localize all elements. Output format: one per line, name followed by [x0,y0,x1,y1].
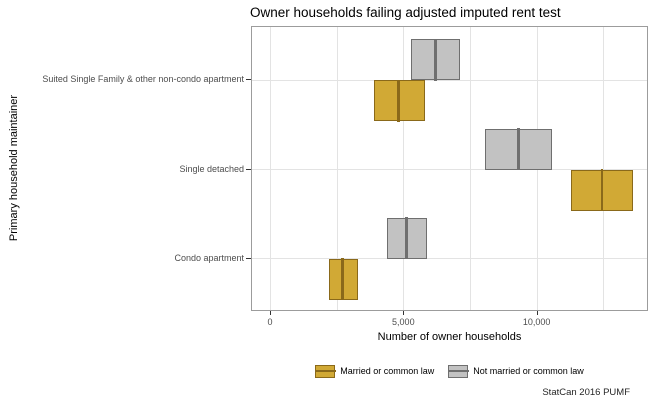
crossbar-midline [397,79,400,123]
legend-label: Married or common law [340,366,435,376]
x-tick [269,311,271,315]
crossbar-box [386,216,427,260]
caption: StatCan 2016 PUMF [542,387,630,398]
crossbar-box [329,257,358,301]
x-gridline [603,27,605,310]
plot-panel [251,26,648,311]
y-gridline [252,79,647,81]
legend: Married or common law Not married or comm… [251,362,648,380]
legend-key-midline [447,369,469,373]
crossbar-box [410,38,461,82]
y-tick-label: Single detached [179,163,244,174]
y-gridline [252,258,647,260]
y-tick [246,257,251,259]
x-gridline [403,27,405,310]
crossbar-midline [600,168,604,212]
x-gridline [336,27,338,310]
x-tick [403,311,405,315]
x-tick-label: 0 [267,317,273,327]
legend-key-midline [314,369,336,373]
legend-entry: Not married or common law [447,364,584,378]
crossbar-box [484,127,552,171]
y-axis-title: Primary household maintainer [8,94,20,242]
x-gridline [469,27,471,310]
legend-key-icon [447,364,469,378]
legend-entry: Married or common law [314,364,435,378]
x-tick [536,311,538,315]
crossbar-midline [517,127,520,171]
y-tick-label: Condo apartment [174,252,244,263]
y-gridline [252,169,647,170]
x-tick-label: 5,000 [392,317,415,327]
crossbar-box [570,168,634,212]
crossbar-midline [434,38,437,82]
plot-title: Owner households failing adjusted impute… [250,5,561,20]
legend-key-icon [314,364,336,378]
y-tick [246,168,251,170]
y-tick [246,79,251,81]
crossbar-box [373,79,426,123]
crossbar-midline [405,216,408,260]
x-gridline [269,27,271,310]
y-tick-label: Suited Single Family & other non-condo a… [42,74,244,85]
x-axis-title: Number of owner households [377,331,522,343]
legend-label: Not married or common law [473,366,584,376]
crossbar-midline [341,257,344,301]
x-tick-label: 10,000 [522,317,551,327]
